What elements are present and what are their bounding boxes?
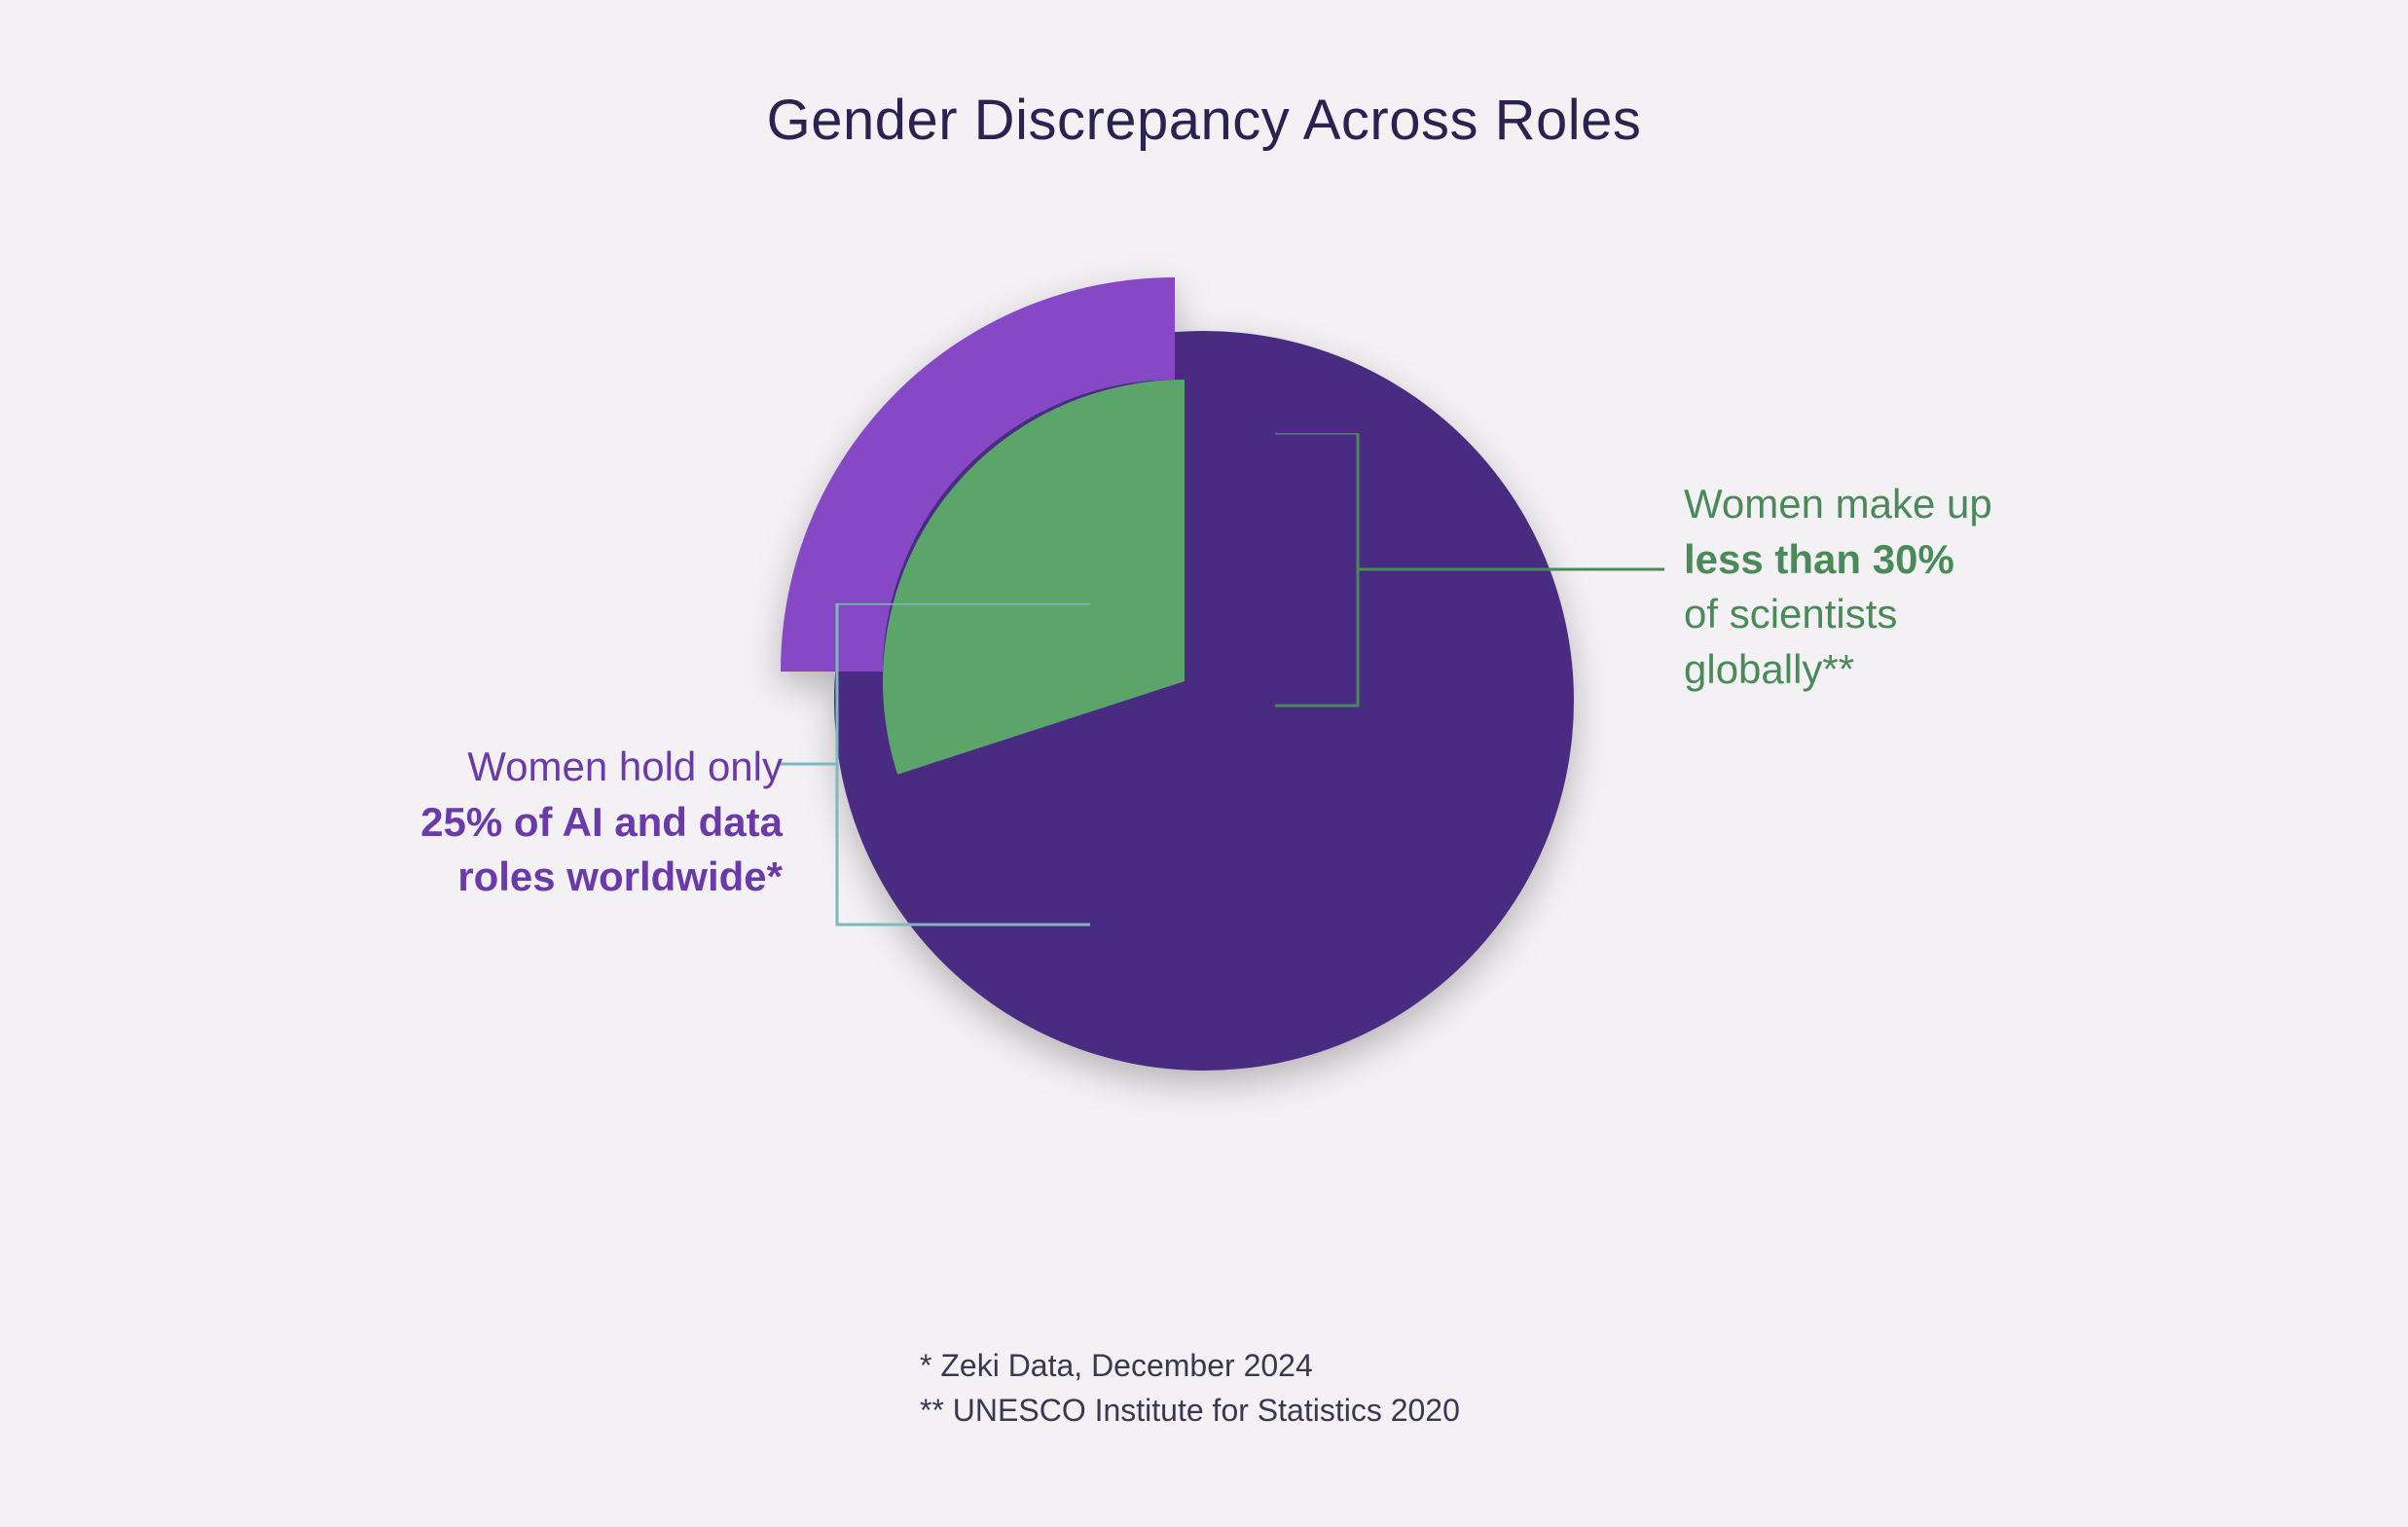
callout-right: Women make up less than 30% of scientist… xyxy=(1684,477,2190,698)
pie-chart-svg xyxy=(815,311,1593,1090)
callout-right-line2: less than 30% xyxy=(1684,536,1954,582)
footnote-2: ** UNESCO Institute for Statistics 2020 xyxy=(920,1388,1460,1433)
footnotes: * Zeki Data, December 2024 ** UNESCO Ins… xyxy=(920,1343,1460,1434)
chart-title: Gender Discrepancy Across Roles xyxy=(0,88,2408,153)
callout-left-line3: roles worldwide* xyxy=(457,854,783,899)
callout-right-line1: Women make up xyxy=(1684,481,1992,527)
callout-left-line1: Women hold only xyxy=(467,744,783,789)
infographic-page: Gender Discrepancy Across Roles Women ho… xyxy=(0,0,2408,1527)
callout-left-line2: 25% of AI and data xyxy=(420,799,783,845)
callout-right-line3: of scientists xyxy=(1684,591,1897,636)
pie-chart xyxy=(815,311,1593,1090)
footnote-1: * Zeki Data, December 2024 xyxy=(920,1343,1460,1388)
callout-right-line4: globally** xyxy=(1684,646,1854,692)
callout-left: Women hold only 25% of AI and data roles… xyxy=(237,740,783,905)
